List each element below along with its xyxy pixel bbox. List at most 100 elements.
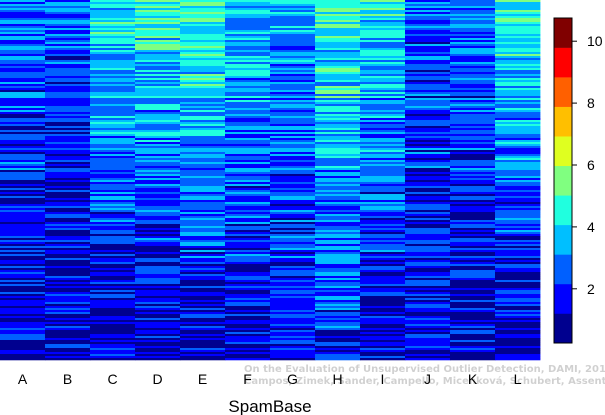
heatmap-cell [135,196,181,199]
heatmap-cell [270,164,316,167]
heatmap-cell [45,102,91,105]
heatmap-cell [135,208,181,211]
heatmap-cell [270,94,316,97]
heatmap-cell [225,78,271,81]
heatmap-cell [0,310,46,313]
heatmap-cell [315,246,361,249]
heatmap-cell [135,250,181,253]
heatmap-cell [450,38,496,41]
heatmap-cell [270,250,316,253]
heatmap-cell [180,106,226,109]
heatmap-cell [315,90,361,93]
heatmap-cell [0,40,46,43]
heatmap-cell [360,344,406,347]
heatmap-cell [315,32,361,35]
heatmap-cell [270,206,316,209]
heatmap-cell [405,156,451,159]
heatmap-cell [135,276,181,279]
heatmap-cell [270,88,316,91]
heatmap-cell [495,116,541,119]
heatmap-cell [270,188,316,191]
heatmap-cell [135,344,181,347]
heatmap-cell [315,140,361,143]
heatmap-cell [0,144,46,147]
heatmap-cell [360,250,406,253]
heatmap-cell [90,308,136,311]
heatmap-cell [450,44,496,47]
heatmap-cell [225,310,271,313]
heatmap-cell [225,86,271,89]
heatmap-cell [270,308,316,311]
heatmap-cell [225,256,271,259]
heatmap-cell [315,160,361,163]
heatmap-cell [225,102,271,105]
heatmap-cell [90,64,136,67]
heatmap-cell [270,244,316,247]
heatmap-cell [0,206,46,209]
heatmap-cell [90,124,136,127]
heatmap-cell [90,354,136,357]
heatmap-cell [270,168,316,171]
heatmap-cell [270,200,316,203]
heatmap-cell [450,42,496,45]
heatmap-cell [450,332,496,335]
heatmap-cell [270,226,316,229]
heatmap-cell [405,174,451,177]
heatmap-column-J [405,0,451,361]
heatmap-cell [225,276,271,279]
heatmap-cell [225,226,271,229]
heatmap-cell [495,184,541,187]
heatmap-cell [450,74,496,77]
heatmap-cell [135,80,181,83]
heatmap-cell [0,120,46,123]
heatmap-cell [225,170,271,173]
heatmap-cell [495,142,541,145]
heatmap-cell [45,196,91,199]
heatmap-cell [0,264,46,267]
heatmap-cell [495,64,541,67]
heatmap-cell [315,144,361,147]
heatmap-cell [45,138,91,141]
heatmap-cell [225,348,271,351]
heatmap-cell [495,230,541,233]
heatmap-cell [270,242,316,245]
heatmap-cell [270,280,316,283]
heatmap-cell [495,82,541,85]
heatmap-cell [45,206,91,209]
credit-line-1: On the Evaluation of Unsupervised Outlie… [244,364,605,375]
heatmap-cell [315,156,361,159]
heatmap-cell [90,114,136,117]
heatmap-cell [180,80,226,83]
heatmap-cell [315,94,361,97]
heatmap-cell [135,256,181,259]
heatmap-cell [315,250,361,253]
heatmap-cell [270,156,316,159]
heatmap-cell [0,84,46,87]
heatmap-cell [450,252,496,255]
heatmap-cell [450,202,496,205]
heatmap-cell [180,76,226,79]
heatmap-cell [135,106,181,109]
heatmap-cell [225,30,271,33]
heatmap-cell [450,176,496,179]
heatmap-cell [225,134,271,137]
heatmap-cell [90,126,136,129]
heatmap-cell [495,250,541,253]
heatmap-cell [495,208,541,211]
heatmap-cell [180,232,226,235]
heatmap-cell [225,140,271,143]
heatmap-cell [495,342,541,345]
heatmap-cell [315,126,361,129]
heatmap-cell [135,116,181,119]
heatmap-cell [405,250,451,253]
heatmap-cell [270,344,316,347]
heatmap-cell [0,342,46,345]
heatmap-cell [180,238,226,241]
heatmap-cell [135,56,181,59]
heatmap-cell [135,36,181,39]
heatmap-cell [180,292,226,295]
heatmap-cell [45,84,91,87]
heatmap-cell [450,8,496,11]
heatmap-cell [90,284,136,287]
x-tick-label-H: H [332,371,342,387]
